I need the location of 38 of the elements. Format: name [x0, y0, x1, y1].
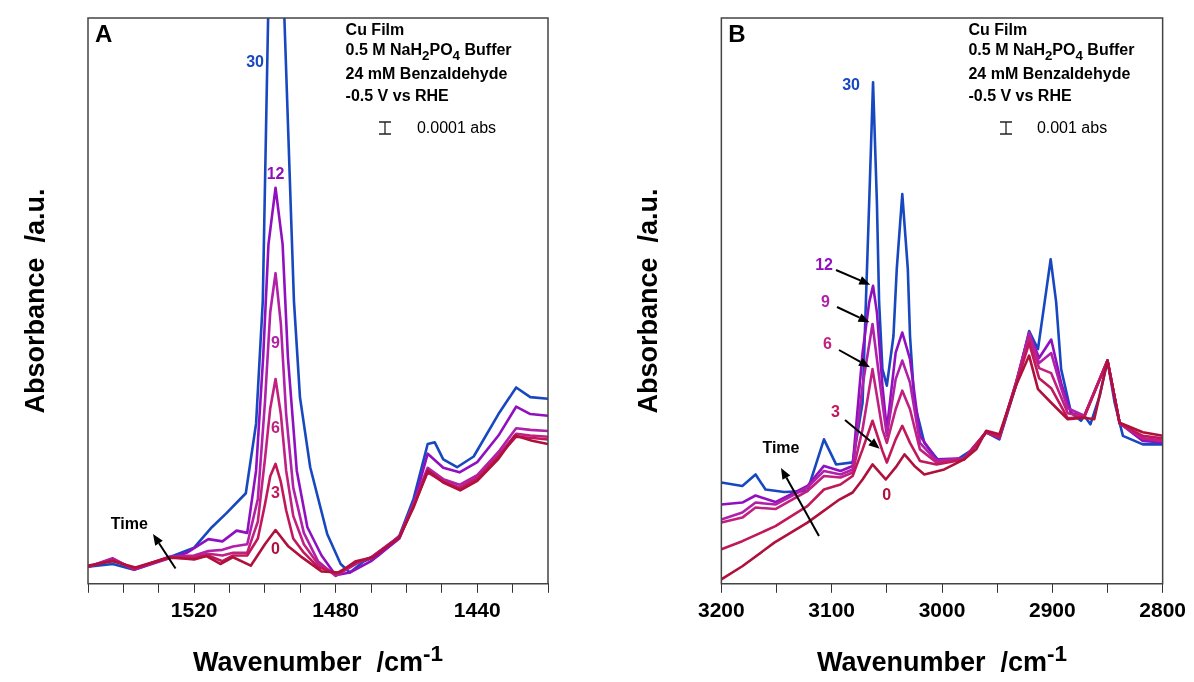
annotation: Time [762, 439, 800, 457]
series-label: 12 [266, 164, 285, 183]
text: 6 [823, 335, 832, 354]
annotation: -0.5 V vs RHE [345, 87, 449, 105]
series-label: 0 [271, 540, 280, 559]
text: 0.5 M NaH$_{2}$PO$_{4}$ Buffer [968, 41, 1135, 63]
annotation: Time [110, 514, 148, 533]
x-tick-label: 3100 [808, 598, 856, 622]
series-label: 6 [271, 418, 280, 437]
text: 9 [821, 292, 830, 311]
annotation: 0.0001 abs [416, 119, 497, 137]
series-label: 0 [882, 486, 892, 505]
annotation: Cu Film [345, 21, 405, 39]
annotation: 24 mM Benzaldehyde [345, 65, 508, 83]
x-tick-label: 1520 [170, 598, 218, 622]
annotation: 0.5 M NaH$_{2}$PO$_{4}$ Buffer [345, 41, 512, 63]
x-tick-label: 3000 [918, 598, 966, 622]
series-label: 9 [271, 334, 280, 353]
x-tick-label: 3200 [698, 598, 745, 622]
x-tick-label: 2900 [1028, 598, 1076, 622]
y-axis-title: Absorbance /a.u. [19, 188, 51, 414]
text: 24 mM Benzaldehyde [968, 65, 1131, 83]
y-axis-title: Absorbance /a.u. [632, 188, 664, 414]
x-tick-label: 1440 [453, 598, 501, 622]
text: Cu Film [968, 21, 1028, 39]
x-tick-label: 2800 [1139, 598, 1186, 622]
x-axis-title: Wavenumber /cm$^{-1}$ [192, 641, 444, 678]
text: 12 [815, 255, 833, 274]
series-label: 3 [830, 402, 840, 421]
x-tick-label: 1480 [312, 598, 360, 622]
series-label: 3 [271, 483, 280, 502]
series-label: 30 [246, 53, 264, 71]
series-label: 30 [842, 76, 860, 95]
annotation: 0.001 abs [1036, 119, 1108, 137]
chart-title: A [95, 20, 113, 48]
annotation: -0.5 V vs RHE [968, 87, 1072, 105]
chart-title: B [728, 20, 746, 48]
x-axis-title: Wavenumber /cm$^{-1}$ [816, 641, 1068, 678]
